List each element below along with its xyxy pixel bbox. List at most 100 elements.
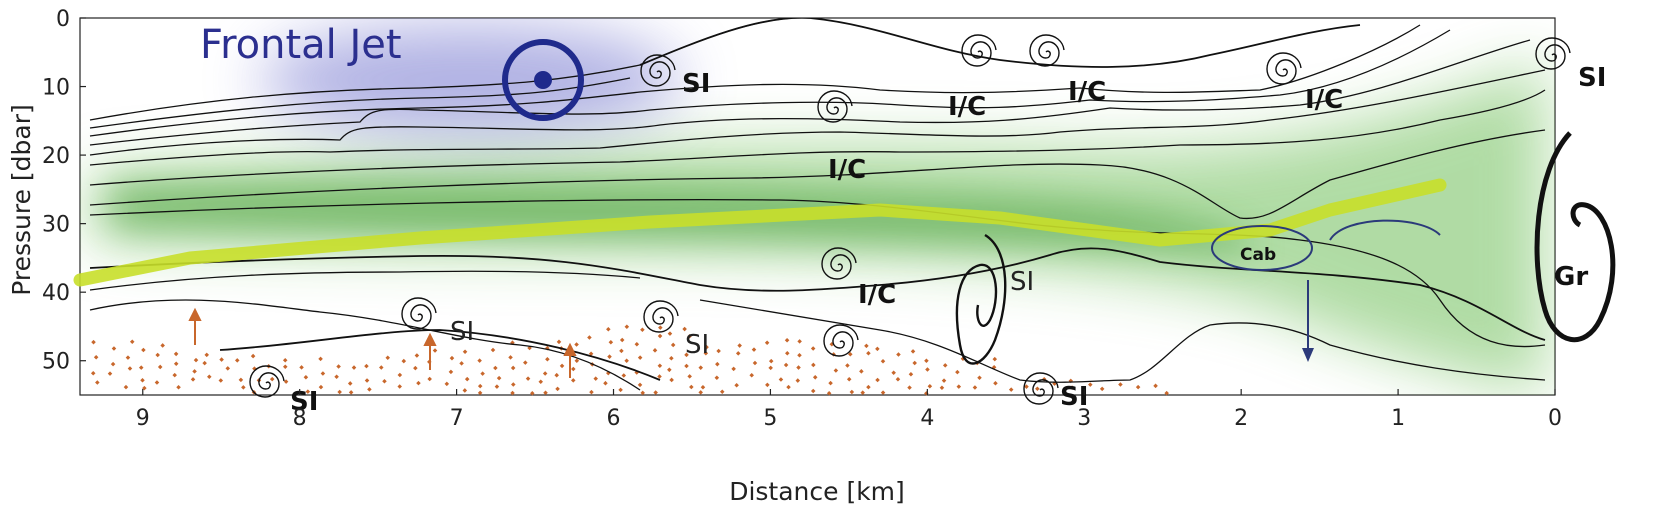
- orange-dot: [880, 359, 886, 364]
- orange-dot: [570, 378, 576, 383]
- orange-dot: [385, 355, 391, 361]
- orange-dot: [684, 352, 689, 358]
- orange-dot: [797, 339, 802, 344]
- orange-dot: [796, 365, 801, 370]
- orange-dot: [652, 348, 658, 353]
- orange-dot: [95, 380, 100, 385]
- orange-dot: [401, 358, 407, 364]
- orange-dot: [956, 384, 962, 389]
- orange-dot: [172, 372, 177, 378]
- orange-dot: [490, 347, 496, 353]
- orange-dot: [912, 360, 917, 366]
- orange-dot: [864, 343, 869, 349]
- orange-dot: [669, 356, 674, 361]
- orange-dot: [303, 374, 309, 380]
- orange-dot: [588, 351, 594, 357]
- orange-dot: [811, 362, 816, 368]
- orange-dot: [1035, 386, 1040, 392]
- orange-dot: [225, 366, 231, 371]
- orange-dot: [173, 351, 179, 357]
- orange-dot: [542, 371, 548, 376]
- orange-dot: [125, 355, 131, 360]
- orange-dot: [783, 362, 789, 368]
- orange-dot: [895, 376, 901, 382]
- orange-dot: [397, 384, 402, 389]
- orange-dot: [752, 360, 758, 366]
- orange-dot: [715, 361, 720, 367]
- orange-dot: [218, 378, 224, 383]
- frontal-jet-shading: [260, 25, 680, 135]
- orange-dot: [765, 382, 770, 388]
- si-label: SI: [290, 387, 318, 417]
- orange-dot: [751, 347, 757, 352]
- orange-dot: [234, 358, 240, 363]
- orange-dot: [241, 385, 246, 390]
- orange-dot: [538, 379, 544, 384]
- orange-dot: [444, 381, 450, 387]
- orange-dot: [621, 373, 627, 378]
- orange-dot: [764, 340, 770, 346]
- orange-dot: [860, 390, 865, 395]
- orange-dot: [111, 346, 117, 351]
- orange-dot: [657, 363, 663, 369]
- spiral-eddy-icon: [1023, 372, 1059, 405]
- orange-dot: [480, 371, 485, 376]
- orange-dot: [658, 325, 663, 330]
- orange-dot: [523, 360, 528, 365]
- orange-dot: [320, 371, 326, 376]
- orange-dot: [939, 385, 945, 390]
- orange-dot: [768, 358, 774, 364]
- ic-label: I/C: [858, 280, 896, 310]
- orange-dot: [587, 335, 592, 340]
- orange-dot: [1153, 383, 1158, 389]
- orange-dot: [637, 355, 643, 360]
- orange-dot: [364, 378, 370, 383]
- orange-dot: [127, 366, 133, 371]
- orange-dot: [318, 384, 324, 390]
- orange-dot: [110, 361, 116, 367]
- orange-dot: [348, 390, 354, 395]
- orange-dot: [972, 385, 978, 390]
- orange-dot: [157, 364, 163, 370]
- ic-label: I/C: [1068, 77, 1106, 107]
- out-of-page-jet-symbol: [502, 39, 584, 121]
- orange-dot: [192, 369, 197, 374]
- y-tick-label: 30: [42, 213, 70, 238]
- orange-dot: [334, 374, 339, 380]
- orange-dot: [624, 358, 629, 364]
- orange-dot: [416, 380, 421, 386]
- orange-dot: [283, 364, 288, 370]
- x-axis-ticks: 9 8 7 6 5 4 3 2 1 0: [136, 389, 1562, 431]
- orange-dot: [977, 375, 982, 381]
- orange-dot: [704, 344, 709, 350]
- orange-dot: [138, 365, 144, 370]
- si-label: SI: [1578, 63, 1606, 93]
- orange-dot: [93, 355, 99, 360]
- upward-arrow-icons: [188, 307, 577, 378]
- orange-dot: [925, 367, 930, 372]
- orange-dot: [449, 355, 455, 361]
- orange-dot: [554, 372, 559, 378]
- x-tick-label: 3: [1077, 406, 1091, 431]
- orange-dot: [530, 390, 535, 396]
- orange-dot: [525, 376, 531, 381]
- spiral-eddy-icon: [401, 297, 437, 330]
- orange-dot: [810, 388, 816, 394]
- orange-dot: [603, 380, 608, 386]
- orange-dot: [155, 352, 160, 358]
- orange-dot: [414, 353, 420, 358]
- orange-dot: [880, 390, 886, 395]
- orange-dot: [202, 360, 207, 366]
- orange-dot: [768, 365, 773, 371]
- orange-dot: [140, 378, 145, 383]
- spiral-eddy-icon: [1029, 34, 1065, 67]
- orange-dot: [684, 363, 689, 369]
- orange-dot: [731, 366, 736, 372]
- orange-dot: [875, 346, 880, 352]
- orange-dot: [141, 347, 146, 353]
- orange-dot: [669, 377, 674, 383]
- orange-dot: [545, 356, 550, 362]
- orange-dot: [571, 366, 576, 372]
- orange-dot: [735, 351, 741, 356]
- x-axis-label: Distance [km]: [729, 477, 905, 506]
